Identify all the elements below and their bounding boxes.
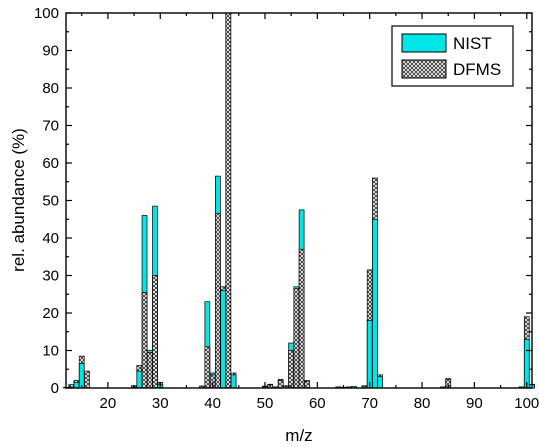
x-tick-label: 80 xyxy=(414,395,431,412)
x-tick-label: 90 xyxy=(466,395,483,412)
legend: NIST DFMS xyxy=(391,25,514,87)
y-tick-label: 90 xyxy=(42,43,59,60)
y-tick-label: 40 xyxy=(42,230,59,247)
bar-dfms-mz39 xyxy=(204,346,211,389)
y-tick-label: 20 xyxy=(42,305,59,322)
x-tick-label: 70 xyxy=(361,395,378,412)
y-tick-label: 50 xyxy=(42,193,59,210)
bar-nist-mz14 xyxy=(73,382,80,389)
y-tick-label: 80 xyxy=(42,80,59,97)
bar-dfms-mz41 xyxy=(215,213,221,389)
bar-nist-mz44 xyxy=(230,374,237,389)
bar-dfms-mz53 xyxy=(277,380,284,389)
y-tick-label: 70 xyxy=(42,118,59,135)
bar-dfms-mz56 xyxy=(293,288,300,389)
bar-nist-mz26 xyxy=(136,370,143,389)
x-tick-label: 30 xyxy=(152,395,169,412)
bar-dfms-mz16 xyxy=(84,370,90,389)
axes-layer: 20 30 40 50 60 70 80 90 100 0 10 20 30 40 50 60 70 80 90 10… xyxy=(34,5,539,412)
x-tick-label: 20 xyxy=(100,395,117,412)
x-tick-label: 50 xyxy=(257,395,274,412)
y-tick-label: 10 xyxy=(42,343,59,360)
bar-dfms-mz43 xyxy=(225,12,232,389)
bar-dfms-mz28 xyxy=(146,352,153,389)
bar-nist-mz15 xyxy=(78,363,85,389)
legend-label-dfms: DFMS xyxy=(453,60,501,79)
y-tick-label: 0 xyxy=(51,380,59,397)
bar-nist-mz42 xyxy=(220,290,226,389)
legend-label-nist: NIST xyxy=(453,34,492,53)
bar-dfms-mz57 xyxy=(298,248,305,389)
bar-layer xyxy=(63,12,535,389)
legend-swatch-dfms xyxy=(401,59,447,79)
bar-nist-mz71 xyxy=(372,218,378,389)
bar-nist-mz72 xyxy=(377,376,383,389)
bar-dfms-mz55 xyxy=(288,350,294,389)
bar-dfms-mz27 xyxy=(141,292,148,389)
bar-dfms-mz29 xyxy=(152,275,158,389)
y-tick-label: 100 xyxy=(34,5,59,22)
bar-nist-mz70 xyxy=(366,320,373,389)
x-axis-title: m/z xyxy=(285,426,312,445)
x-tick-label: 40 xyxy=(204,395,221,412)
x-tick-label: 60 xyxy=(309,395,326,412)
y-axis-title: rel. abundance (%) xyxy=(9,128,28,272)
y-tick-label: 30 xyxy=(42,268,59,285)
bar-dfms-mz58 xyxy=(304,380,310,389)
y-tick-label: 60 xyxy=(42,155,59,172)
legend-swatch-nist xyxy=(401,33,447,53)
bar-nist-mz100 xyxy=(523,338,530,389)
x-tick-label: 100 xyxy=(514,395,539,412)
